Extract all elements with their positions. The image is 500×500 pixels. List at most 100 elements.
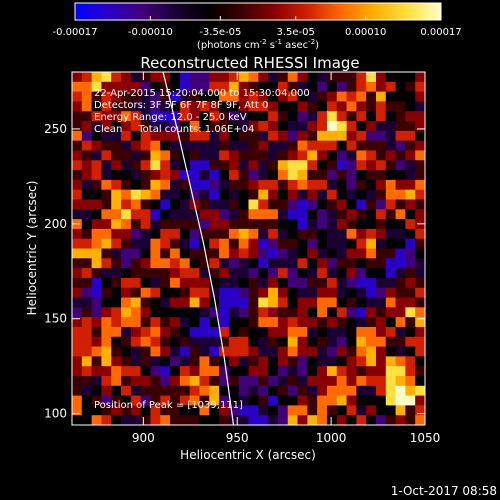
heatmap-cell — [121, 219, 132, 230]
heatmap-cell — [121, 228, 132, 240]
heatmap-cell — [268, 81, 279, 93]
heatmap-cell — [81, 307, 93, 318]
heatmap-cell — [91, 179, 102, 191]
heatmap-cell — [277, 72, 289, 83]
heatmap-cell — [297, 101, 308, 112]
heatmap-cell — [160, 405, 171, 416]
heatmap-cell — [405, 111, 416, 122]
heatmap-cell — [356, 326, 367, 338]
heatmap-cell — [336, 356, 348, 367]
heatmap-cell — [111, 287, 122, 299]
heatmap-cell — [121, 140, 132, 151]
heatmap-cell — [121, 277, 132, 289]
heatmap-cell — [170, 209, 181, 220]
heatmap-cell — [385, 228, 397, 240]
heatmap-cell — [209, 228, 220, 240]
heatmap-cell — [346, 111, 357, 122]
heatmap-cell — [189, 395, 200, 406]
colorbar-tick-label: -0.00017 — [53, 27, 98, 38]
colorbar-tick-label: 3.5e-05 — [276, 27, 314, 38]
heatmap-cell — [160, 219, 171, 230]
heatmap-cell — [346, 287, 357, 299]
info-annotation-line: Detectors: 3F 5F 6F 7F 8F 9F, Att 0 — [94, 100, 268, 111]
heatmap-cell — [258, 336, 269, 348]
heatmap-cell — [179, 277, 191, 289]
heatmap-cell — [395, 81, 406, 93]
heatmap-cell — [395, 326, 406, 338]
heatmap-cell — [405, 356, 416, 367]
heatmap-cell — [160, 287, 171, 299]
heatmap-cell — [326, 317, 338, 328]
heatmap-cell — [415, 375, 425, 387]
heatmap-cell — [72, 346, 83, 357]
heatmap-cell — [121, 248, 132, 259]
heatmap-cell — [277, 101, 289, 112]
heatmap-cell — [268, 72, 279, 83]
heatmap-cell — [111, 150, 122, 161]
heatmap-cell — [72, 258, 83, 269]
heatmap-cell — [268, 111, 279, 122]
heatmap-cell — [170, 375, 181, 387]
heatmap-cell — [385, 111, 397, 122]
heatmap-cell — [111, 199, 122, 210]
heatmap-cell — [179, 317, 191, 328]
heatmap-cell — [366, 307, 377, 318]
heatmap-cell — [277, 385, 289, 397]
heatmap-cell — [307, 307, 318, 318]
heatmap-cell — [179, 405, 191, 416]
heatmap-cell — [317, 209, 328, 220]
heatmap-cell — [346, 238, 357, 249]
heatmap-cell — [111, 307, 122, 318]
heatmap-cell — [199, 209, 210, 220]
heatmap-cell — [160, 415, 171, 425]
heatmap-cell — [297, 72, 308, 83]
heatmap-cell — [121, 287, 132, 299]
heatmap-cell — [179, 199, 191, 210]
heatmap-cell — [130, 395, 142, 406]
heatmap-cell — [356, 346, 367, 357]
heatmap-cell — [150, 238, 161, 249]
heatmap-cell — [375, 307, 387, 318]
heatmap-cell — [326, 72, 338, 83]
heatmap-cell — [405, 297, 416, 308]
heatmap-cell — [336, 375, 348, 387]
heatmap-cell — [130, 258, 142, 269]
heatmap-cell — [238, 346, 249, 357]
info-annotation-line: 22-Apr-2015 15:20:04.000 to 15:30:04.000 — [94, 88, 310, 99]
heatmap-cell — [258, 317, 269, 328]
heatmap-cell — [130, 307, 142, 318]
heatmap-cell — [121, 91, 132, 102]
heatmap-cell — [287, 405, 299, 416]
y-axis-label: Heliocentric Y (arcsec) — [25, 181, 39, 316]
heatmap-cell — [189, 317, 200, 328]
heatmap-cell — [366, 277, 377, 289]
heatmap-cell — [72, 179, 83, 191]
heatmap-cell — [336, 366, 348, 377]
heatmap-cell — [219, 111, 230, 122]
heatmap-cell — [72, 405, 83, 416]
heatmap-cell — [111, 248, 122, 259]
heatmap-cell — [415, 346, 425, 357]
heatmap-cell — [111, 317, 122, 328]
heatmap-cell — [277, 140, 289, 151]
heatmap-cell — [72, 317, 83, 328]
heatmap-cell — [238, 415, 249, 425]
heatmap-cell — [189, 307, 200, 318]
heatmap-cell — [219, 199, 230, 210]
heatmap-cell — [307, 150, 318, 161]
heatmap-cell — [346, 228, 357, 240]
heatmap-cell — [307, 395, 318, 406]
heatmap-cell — [366, 287, 377, 299]
heatmap-cell — [258, 346, 269, 357]
heatmap-cell — [326, 160, 338, 171]
heatmap-cell — [81, 297, 93, 308]
heatmap-cell — [297, 189, 308, 200]
heatmap-cell — [81, 219, 93, 230]
heatmap-cell — [209, 199, 220, 210]
heatmap-cell — [268, 326, 279, 338]
heatmap-cell — [248, 415, 259, 425]
heatmap-cell — [140, 81, 151, 93]
heatmap-cell — [91, 326, 102, 338]
heatmap-cell — [150, 121, 161, 132]
heatmap-cell — [150, 395, 161, 406]
